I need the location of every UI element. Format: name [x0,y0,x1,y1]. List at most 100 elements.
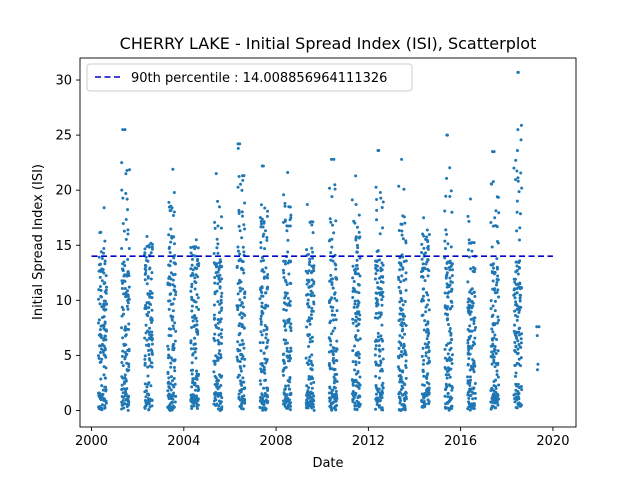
data-point [167,200,171,204]
data-point [243,292,247,295]
data-point [448,341,452,345]
data-point [125,327,129,331]
data-point [331,358,335,362]
data-point [123,325,127,329]
data-point [516,391,520,395]
data-point [424,354,428,358]
data-point [103,322,107,326]
data-point [358,313,362,317]
data-point [190,295,194,299]
data-point [446,295,450,299]
data-point [331,277,335,281]
data-point [169,227,173,231]
data-point [304,356,308,360]
data-point [517,357,521,361]
data-point [424,345,428,349]
data-point [97,405,101,409]
data-point [467,405,471,409]
data-point [260,301,264,305]
data-point [443,394,447,398]
data-point [258,216,262,220]
data-point [335,309,339,313]
data-point [492,266,496,270]
data-point [450,353,454,357]
data-point [311,250,315,254]
data-point [310,278,314,282]
data-point [496,288,500,292]
data-point [213,374,217,378]
data-point [355,225,359,229]
data-point [126,232,130,236]
data-point [446,305,450,309]
data-point [217,404,221,408]
data-point [491,404,495,408]
data-point [375,281,379,285]
data-point [305,282,309,286]
data-point [333,187,337,191]
data-point [401,266,405,270]
data-point [374,312,378,316]
data-point [215,385,219,389]
data-point [445,343,449,347]
data-point [148,333,152,337]
data-point [467,219,471,223]
data-point [328,217,332,221]
data-point [448,327,452,331]
data-point [446,260,450,264]
data-point [354,174,358,178]
data-point [466,328,470,331]
data-point [149,251,153,255]
data-point [281,402,285,406]
data-point [427,345,431,349]
data-point [217,385,221,389]
data-point [518,226,522,230]
x-tick-label: 2000 [75,434,108,449]
data-point [261,406,265,410]
data-point [493,309,497,313]
data-point [126,307,130,311]
data-point [450,287,454,291]
data-point [328,186,332,190]
data-point [330,408,334,412]
data-point [449,333,453,337]
data-point [150,242,154,246]
data-point [520,388,524,392]
data-point [218,402,222,406]
data-point [443,304,447,308]
data-point [168,395,172,399]
data-point [516,351,520,355]
data-point [473,328,477,332]
data-point [120,305,124,309]
data-point [239,390,243,394]
data-point [283,342,287,346]
data-point [397,367,401,371]
data-point [332,318,336,322]
data-point [172,376,176,380]
data-point [514,371,518,375]
data-point [515,303,519,307]
data-point [218,302,222,306]
data-point [124,377,128,381]
data-point [443,291,447,295]
data-point [104,389,108,393]
data-point [97,269,101,273]
data-point [259,349,263,353]
data-point [190,326,194,330]
data-point [399,308,403,312]
data-point [354,363,358,367]
data-point [265,359,269,363]
data-point [446,392,450,396]
data-point [143,263,147,267]
data-point [217,311,221,315]
data-point [425,235,429,239]
data-point [192,347,196,351]
data-point [397,229,401,233]
data-point [333,313,337,317]
data-point [381,386,385,390]
data-point [98,328,102,332]
data-point [196,374,200,378]
data-point [426,322,430,326]
data-point [143,354,147,358]
data-point [328,279,332,283]
data-point [146,382,150,386]
